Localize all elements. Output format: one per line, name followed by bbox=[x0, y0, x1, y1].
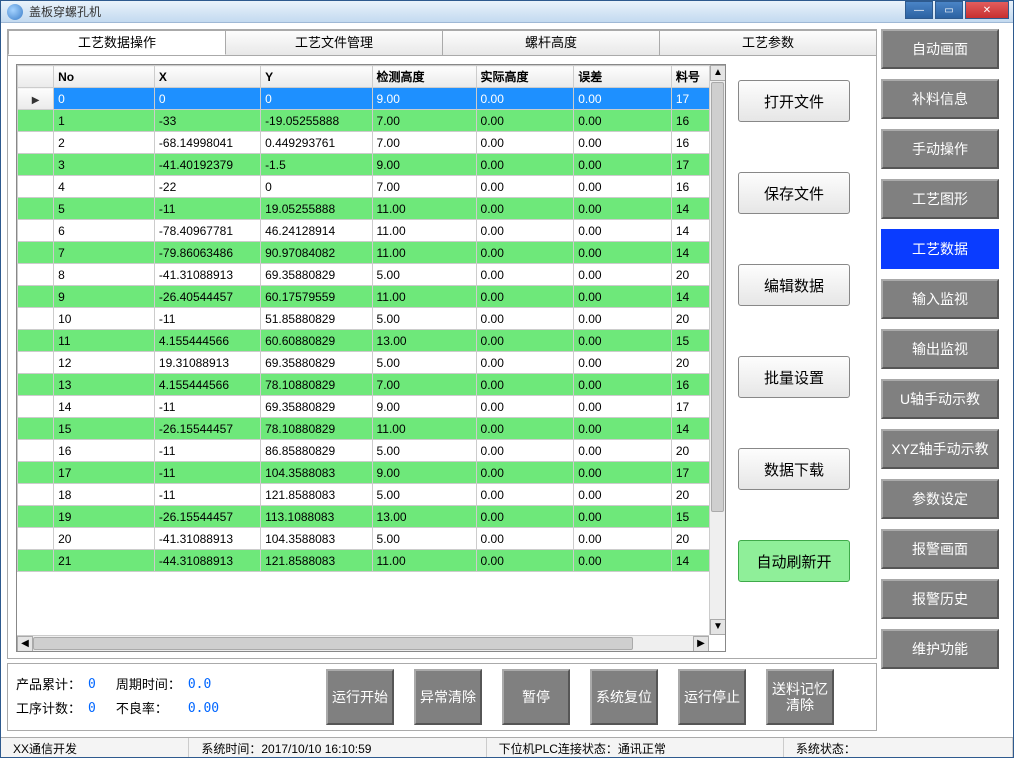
tab-file-mgmt[interactable]: 工艺文件管理 bbox=[225, 30, 443, 55]
column-header[interactable]: 检测高度 bbox=[372, 66, 476, 88]
table-row[interactable]: 7-79.8606348690.9708408211.000.000.0014 bbox=[18, 242, 725, 264]
table-row[interactable]: 5-1119.0525588811.000.000.0014 bbox=[18, 198, 725, 220]
tab-strip: 工艺数据操作 工艺文件管理 螺杆高度 工艺参数 bbox=[8, 30, 876, 56]
column-header[interactable]: Y bbox=[261, 66, 372, 88]
scroll-thumb[interactable] bbox=[33, 637, 633, 650]
nav-craft_graphic[interactable]: 工艺图形 bbox=[881, 179, 999, 219]
nav-output_mon[interactable]: 输出监视 bbox=[881, 329, 999, 369]
prod-total-label: 产品累计： bbox=[16, 673, 88, 697]
titlebar: 盖板穿螺孔机 — ▭ ✕ bbox=[1, 1, 1013, 23]
scroll-up-icon[interactable]: ▲ bbox=[710, 65, 725, 81]
window-title: 盖板穿螺孔机 bbox=[29, 3, 101, 20]
bottom-feed_clear-button[interactable]: 送料记忆清除 bbox=[766, 669, 834, 725]
horizontal-scrollbar[interactable]: ◀ ▶ bbox=[17, 635, 709, 651]
proc-count-label: 工序计数： bbox=[16, 697, 88, 721]
column-header[interactable]: No bbox=[54, 66, 155, 88]
status-comm: XX通信开发 bbox=[1, 738, 189, 757]
table-row[interactable]: 14-1169.358808299.000.000.0017 bbox=[18, 396, 725, 418]
bottom-pause-button[interactable]: 暂停 bbox=[502, 669, 570, 725]
scroll-down-icon[interactable]: ▼ bbox=[710, 619, 725, 635]
auto-refresh-button[interactable]: 自动刷新开 bbox=[738, 540, 850, 582]
status-system: 系统状态： bbox=[784, 738, 1013, 757]
table-row[interactable]: 21-44.31088913121.858808311.000.000.0014 bbox=[18, 550, 725, 572]
column-header[interactable]: 误差 bbox=[574, 66, 672, 88]
right-nav: 自动画面补料信息手动操作工艺图形工艺数据输入监视输出监视 U轴手动示教 XYZ轴手动… bbox=[881, 29, 1007, 679]
nav-manual[interactable]: 手动操作 bbox=[881, 129, 999, 169]
status-plc: 下位机PLC连接状态：通讯正常 bbox=[487, 738, 784, 757]
bottom-stats: 产品累计： 0 周期时间： 0.0 工序计数： 0 不良率： 0.00 bbox=[16, 673, 316, 721]
edit-data-button[interactable]: 编辑数据 bbox=[738, 264, 850, 306]
prod-total-value: 0 bbox=[88, 673, 96, 697]
proc-count-value: 0 bbox=[88, 697, 96, 721]
nav-auto_screen[interactable]: 自动画面 bbox=[881, 29, 999, 69]
table-row[interactable]: 20-41.31088913104.35880835.000.000.0020 bbox=[18, 528, 725, 550]
column-header[interactable]: X bbox=[154, 66, 260, 88]
table-row[interactable]: 19-26.15544457113.108808313.000.000.0015 bbox=[18, 506, 725, 528]
table-row[interactable]: 1-33-19.052558887.000.000.0016 bbox=[18, 110, 725, 132]
nav-alarm_screen[interactable]: 报警画面 bbox=[881, 529, 999, 569]
nav-alarm_hist[interactable]: 报警历史 bbox=[881, 579, 999, 619]
bottom-bar: 产品累计： 0 周期时间： 0.0 工序计数： 0 不良率： 0.00 运行开始… bbox=[7, 663, 877, 731]
nav-xyz_teach[interactable]: XYZ轴手动示教 bbox=[881, 429, 999, 469]
nav-param_set[interactable]: 参数设定 bbox=[881, 479, 999, 519]
tab-screw-height[interactable]: 螺杆高度 bbox=[442, 30, 660, 55]
table-row[interactable]: 3-41.40192379-1.59.000.000.0017 bbox=[18, 154, 725, 176]
table-row[interactable]: 18-11121.85880835.000.000.0020 bbox=[18, 484, 725, 506]
bottom-run_start-button[interactable]: 运行开始 bbox=[326, 669, 394, 725]
tab-data-ops[interactable]: 工艺数据操作 bbox=[8, 30, 226, 55]
main-panel: 工艺数据操作 工艺文件管理 螺杆高度 工艺参数 NoXY检测高度实际高度误差料号… bbox=[7, 29, 877, 659]
nav-craft_data[interactable]: 工艺数据 bbox=[881, 229, 999, 269]
table-row[interactable]: 2-68.149980410.4492937617.000.000.0016 bbox=[18, 132, 725, 154]
side-action-panel: 打开文件 保存文件 编辑数据 批量设置 数据下载 自动刷新开 bbox=[738, 80, 868, 632]
app-icon bbox=[7, 4, 23, 20]
table-row[interactable]: 15-26.1554445778.1088082911.000.000.0014 bbox=[18, 418, 725, 440]
scroll-right-icon[interactable]: ▶ bbox=[693, 636, 709, 651]
scroll-thumb[interactable] bbox=[711, 82, 724, 512]
table-row[interactable]: 1219.3108891369.358808295.000.000.0020 bbox=[18, 352, 725, 374]
vertical-scrollbar[interactable]: ▲ ▼ bbox=[709, 65, 725, 635]
nav-u_teach[interactable]: U轴手动示教 bbox=[881, 379, 999, 419]
bottom-sys_reset-button[interactable]: 系统复位 bbox=[590, 669, 658, 725]
bottom-err_clear-button[interactable]: 异常清除 bbox=[414, 669, 482, 725]
table-row[interactable]: 9-26.4054445760.1757955911.000.000.0014 bbox=[18, 286, 725, 308]
bad-rate-value: 0.00 bbox=[188, 697, 219, 721]
nav-input_mon[interactable]: 输入监视 bbox=[881, 279, 999, 319]
save-file-button[interactable]: 保存文件 bbox=[738, 172, 850, 214]
open-file-button[interactable]: 打开文件 bbox=[738, 80, 850, 122]
status-bar: XX通信开发 系统时间：2017/10/10 16:10:59 下位机PLC连接… bbox=[1, 737, 1013, 757]
cycle-label: 周期时间： bbox=[116, 673, 188, 697]
close-button[interactable]: ✕ bbox=[965, 1, 1009, 19]
batch-set-button[interactable]: 批量设置 bbox=[738, 356, 850, 398]
data-download-button[interactable]: 数据下载 bbox=[738, 448, 850, 490]
table-row[interactable]: 4-2207.000.000.0016 bbox=[18, 176, 725, 198]
column-header[interactable]: 实际高度 bbox=[476, 66, 574, 88]
nav-bl_info[interactable]: 补料信息 bbox=[881, 79, 999, 119]
scroll-left-icon[interactable]: ◀ bbox=[17, 636, 33, 651]
table-row[interactable]: 134.15544456678.108808297.000.000.0016 bbox=[18, 374, 725, 396]
bottom-run_stop-button[interactable]: 运行停止 bbox=[678, 669, 746, 725]
nav-maint[interactable]: 维护功能 bbox=[881, 629, 999, 669]
minimize-button[interactable]: — bbox=[905, 1, 933, 19]
bad-rate-label: 不良率： bbox=[116, 697, 188, 721]
table-row[interactable]: 6-78.4096778146.2412891411.000.000.0014 bbox=[18, 220, 725, 242]
table-row[interactable]: ▶0009.000.000.0017 bbox=[18, 88, 725, 110]
status-time: 系统时间：2017/10/10 16:10:59 bbox=[189, 738, 486, 757]
table-row[interactable]: 10-1151.858808295.000.000.0020 bbox=[18, 308, 725, 330]
cycle-value: 0.0 bbox=[188, 673, 211, 697]
data-grid[interactable]: NoXY检测高度实际高度误差料号▶0009.000.000.00171-33-1… bbox=[17, 65, 725, 651]
table-row[interactable]: 114.15544456660.6088082913.000.000.0015 bbox=[18, 330, 725, 352]
table-row[interactable]: 17-11104.35880839.000.000.0017 bbox=[18, 462, 725, 484]
maximize-button[interactable]: ▭ bbox=[935, 1, 963, 19]
table-row[interactable]: 16-1186.858808295.000.000.0020 bbox=[18, 440, 725, 462]
tab-process-params[interactable]: 工艺参数 bbox=[659, 30, 877, 55]
table-row[interactable]: 8-41.3108891369.358808295.000.000.0020 bbox=[18, 264, 725, 286]
